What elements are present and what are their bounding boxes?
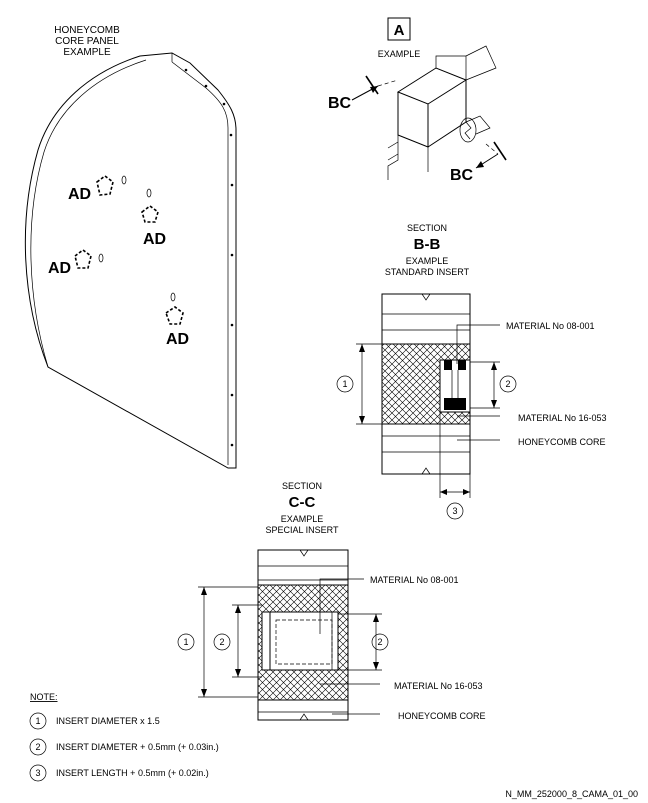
iso-block-side	[427, 80, 467, 148]
note-1-text: INSERT DIAMETER x 1.5	[56, 716, 160, 726]
note-3-number: 3	[35, 768, 40, 778]
detail-a: A EXAMPLE BC BC	[328, 17, 507, 184]
insert-arrow-icon	[74, 249, 92, 269]
insert-arrow-icon	[165, 306, 184, 325]
insert-arrow-icon	[96, 175, 114, 196]
insert-2: AD	[141, 188, 166, 248]
notes-block: NOTE: 1 INSERT DIAMETER x 1.5 2 INSERT D…	[29, 692, 219, 782]
section-cc-caption-1: EXAMPLE	[281, 514, 324, 524]
cc-dimension-2-right-marker	[371, 633, 389, 651]
fastener-icon	[459, 117, 477, 143]
iso-block-top	[396, 67, 468, 105]
cc-dimension-2-left-marker	[213, 633, 231, 651]
iso-block-front	[397, 92, 429, 148]
panel-rivets	[184, 68, 234, 447]
cc-dimension-2-left-number: 2	[219, 637, 224, 647]
note-3: 3 INSERT LENGTH + 0.5mm (+ 0.02in.)	[29, 764, 209, 782]
cc-dimension-2-right-number: 2	[377, 637, 382, 647]
notes-title: NOTE:	[30, 692, 58, 702]
section-bb-name: B-B	[414, 236, 441, 253]
honeycomb-panel-illustration: HONEYCOMB CORE PANEL EXAMPLE AD AD	[24, 25, 237, 469]
bc-label-left: BC	[328, 95, 352, 112]
note-2-number: 2	[35, 742, 40, 752]
bb-callout-material-08-001: MATERIAL No 08-001	[506, 321, 595, 331]
drawing-reference: N_MM_252000_8_CAMA_01_00	[505, 789, 638, 799]
detail-a-letter: A	[394, 22, 405, 39]
bb-dimension-3-marker	[446, 502, 464, 520]
note-1: 1 INSERT DIAMETER x 1.5	[29, 712, 160, 730]
cc-callout-honeycomb-core: HONEYCOMB CORE	[398, 711, 486, 721]
insert-4: AD	[165, 292, 189, 348]
insert-1: AD	[68, 175, 127, 203]
bb-callout-honeycomb-core: HONEYCOMB CORE	[518, 437, 606, 447]
bb-dimension-1-number: 1	[342, 379, 347, 389]
section-cc-heading: SECTION	[282, 481, 322, 491]
section-c-c: SECTION C-C EXAMPLE SPECIAL INSERT MATER…	[177, 481, 486, 721]
insert-arrow-icon	[141, 205, 159, 223]
insert-label: AD	[166, 331, 189, 348]
panel-title-line-2: CORE PANEL	[55, 36, 119, 47]
insert-3: AD	[48, 249, 104, 277]
detail-a-box	[387, 17, 411, 41]
cc-callout-material-08-001: MATERIAL No 08-001	[370, 575, 459, 585]
note-2-text: INSERT DIAMETER + 0.5mm (+ 0.03in.)	[56, 742, 219, 752]
section-bb-caption-1: EXAMPLE	[406, 256, 449, 266]
panel-title-line-3: EXAMPLE	[63, 47, 111, 58]
bc-label-right: BC	[450, 167, 474, 184]
cc-dimension-1-marker	[177, 633, 195, 651]
bb-dimension-2-number: 2	[505, 379, 510, 389]
cc-callout-material-16-053: MATERIAL No 16-053	[394, 681, 483, 691]
bb-dimension-3-number: 3	[452, 506, 457, 516]
panel-back-edge	[30, 59, 147, 368]
note-1-number: 1	[35, 716, 40, 726]
insert-label: AD	[48, 260, 71, 277]
bb-callout-material-16-053: MATERIAL No 16-053	[518, 413, 607, 423]
panel-title-line-1: HONEYCOMB	[54, 25, 120, 36]
panel-outline	[24, 52, 237, 469]
section-bb-heading: SECTION	[407, 223, 447, 233]
section-b-b: SECTION B-B EXAMPLE STANDARD INSERT MATE…	[336, 223, 607, 520]
note-2: 2 INSERT DIAMETER + 0.5mm (+ 0.03in.)	[29, 738, 219, 756]
detail-a-caption: EXAMPLE	[378, 49, 421, 59]
cc-dimension-1-number: 1	[183, 637, 188, 647]
insert-label: AD	[68, 186, 91, 203]
section-bb-caption-2: STANDARD INSERT	[385, 267, 470, 277]
section-cc-caption-2: SPECIAL INSERT	[265, 525, 339, 535]
insert-label: AD	[143, 231, 166, 248]
note-3-text: INSERT LENGTH + 0.5mm (+ 0.02in.)	[56, 768, 209, 778]
bb-dimension-2-marker	[499, 375, 517, 393]
bb-dimension-1-marker	[336, 375, 354, 393]
section-cc-name: C-C	[289, 494, 316, 511]
panel-rim-inner	[171, 61, 229, 465]
